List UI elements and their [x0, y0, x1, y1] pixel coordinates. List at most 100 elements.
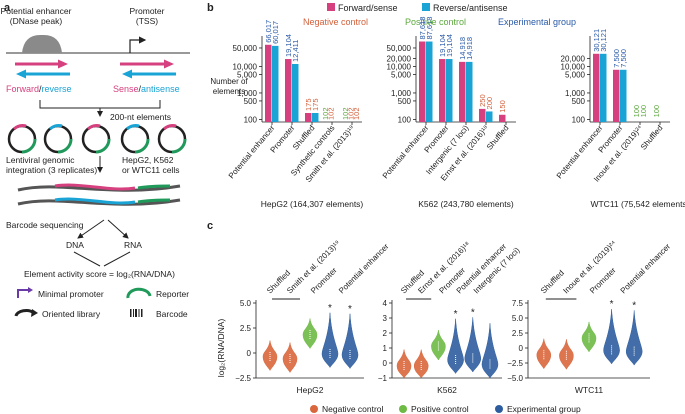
- y-tick-label: 10,000: [561, 62, 586, 71]
- y-tick-label: 500: [572, 97, 586, 106]
- data-label: 14,918: [465, 37, 474, 60]
- x-tick-label: Shuffled: [485, 124, 511, 152]
- data-label: 102: [341, 107, 350, 120]
- violin: [536, 338, 552, 370]
- significance-star: *: [328, 303, 332, 314]
- genome-strand-icon: [17, 184, 181, 192]
- data-label: 102: [327, 107, 336, 120]
- y-tick-label: 5,000: [391, 70, 412, 79]
- reporter-icon: [137, 198, 171, 204]
- legend-positive: Positive control: [411, 404, 469, 414]
- data-label: 30,121: [592, 29, 601, 52]
- y-tick-label: 500: [244, 97, 258, 106]
- y-tick-label: 1: [383, 344, 388, 353]
- bar: [479, 108, 486, 122]
- x-tick-label: Potential enhancer: [227, 123, 277, 180]
- data-label: 102: [352, 107, 361, 120]
- data-label: 100: [639, 105, 648, 118]
- enhancer-title: Potential enhancer: [1, 6, 72, 16]
- bar: [292, 63, 299, 122]
- flow-line: [103, 251, 131, 267]
- legend-positive-dot: [399, 405, 407, 413]
- barcode-icon: [130, 309, 143, 317]
- y-tick-label: −2.5: [235, 374, 251, 383]
- y-tick-label: 5.0: [240, 299, 252, 308]
- y-tick-label: 3: [383, 314, 388, 323]
- legend-negative: Negative control: [322, 404, 384, 414]
- reporter-icon: [21, 138, 37, 154]
- reporter-icon: [134, 138, 150, 154]
- bar: [419, 41, 426, 122]
- violin: [447, 318, 464, 375]
- y-tick-label: −1: [378, 374, 388, 383]
- data-label: 7,500: [619, 49, 628, 68]
- chart-title: K562: [437, 385, 457, 395]
- legend-forward-swatch: [327, 3, 335, 11]
- bar: [593, 53, 600, 122]
- data-label: 100: [652, 105, 661, 118]
- data-label: 19,104: [445, 34, 454, 57]
- y-tick-label: 2: [383, 329, 388, 338]
- y-tick-label: 1,000: [565, 89, 586, 98]
- category-label: Potential enhancer: [619, 242, 673, 296]
- panel-b-label: b: [207, 2, 214, 14]
- chart-title: HepG2: [297, 385, 324, 395]
- y-tick-label: 5,000: [565, 70, 586, 79]
- violin: [603, 309, 620, 365]
- data-label: 60,017: [271, 21, 280, 44]
- cells-label-1: HepG2, K562: [122, 155, 174, 165]
- data-label: 19,104: [284, 34, 293, 57]
- violin: [464, 317, 482, 373]
- bar: [466, 61, 473, 122]
- category-label: Potential enhancer: [337, 242, 391, 296]
- group-experimental-label: Experimental group: [498, 17, 576, 27]
- violin: [481, 323, 499, 379]
- activity-score-formula: Element activity score = log₂(RNA/DNA): [24, 269, 175, 279]
- significance-star: *: [471, 307, 475, 318]
- data-label: 87,618: [418, 17, 427, 40]
- y-tick-label: −2.5: [507, 359, 523, 368]
- bar: [272, 45, 279, 123]
- significance-star: *: [454, 309, 458, 320]
- significance-star: *: [610, 299, 614, 310]
- y-tick-label: 100: [244, 115, 258, 124]
- data-label: 12,411: [291, 40, 300, 62]
- x-tick-label: Potential enhancer: [381, 123, 431, 180]
- violin: [559, 339, 574, 370]
- insert-icon: [125, 124, 140, 131]
- y-tick-label: 2.5: [512, 329, 524, 338]
- plasmid-library: [7, 124, 187, 154]
- reporter-icon: [171, 138, 187, 154]
- violin: [262, 340, 278, 372]
- promoter-title: Promoter: [130, 6, 165, 16]
- minimal-promoter-arrowhead-icon: [28, 287, 33, 293]
- bar: [499, 114, 506, 122]
- insert-icon: [86, 124, 101, 131]
- y-tick-label: 5.0: [512, 314, 524, 323]
- data-label: 102: [347, 107, 356, 120]
- y-tick-label: −5.0: [507, 374, 523, 383]
- bar: [600, 53, 607, 122]
- y-tick-label: 1,000: [237, 89, 258, 98]
- y-tick-label: 2.5: [240, 324, 252, 333]
- reporter-icon: [137, 184, 171, 190]
- chart-title: WTC11: [575, 385, 603, 395]
- y-tick-label: 10,000: [387, 62, 412, 71]
- genome-strand-icon: [17, 198, 181, 206]
- orientation-left-label: Forward/reverse: [6, 84, 72, 94]
- insert-icon: [54, 183, 136, 191]
- orientation-right-label: Sense/antisense: [113, 84, 180, 94]
- y-tick-label: 100: [572, 115, 586, 124]
- y-tick-label: 20,000: [387, 55, 412, 64]
- lentiviral-label-1: Lentiviral genomic: [6, 155, 75, 165]
- data-label: 102: [321, 107, 330, 120]
- bar: [285, 59, 292, 122]
- y-tick-label: 0: [519, 344, 524, 353]
- y-tick-label: 500: [398, 97, 412, 106]
- y-tick-label: 7.5: [512, 299, 524, 308]
- violin: [282, 342, 298, 374]
- sense-arrowhead-icon: [164, 59, 174, 69]
